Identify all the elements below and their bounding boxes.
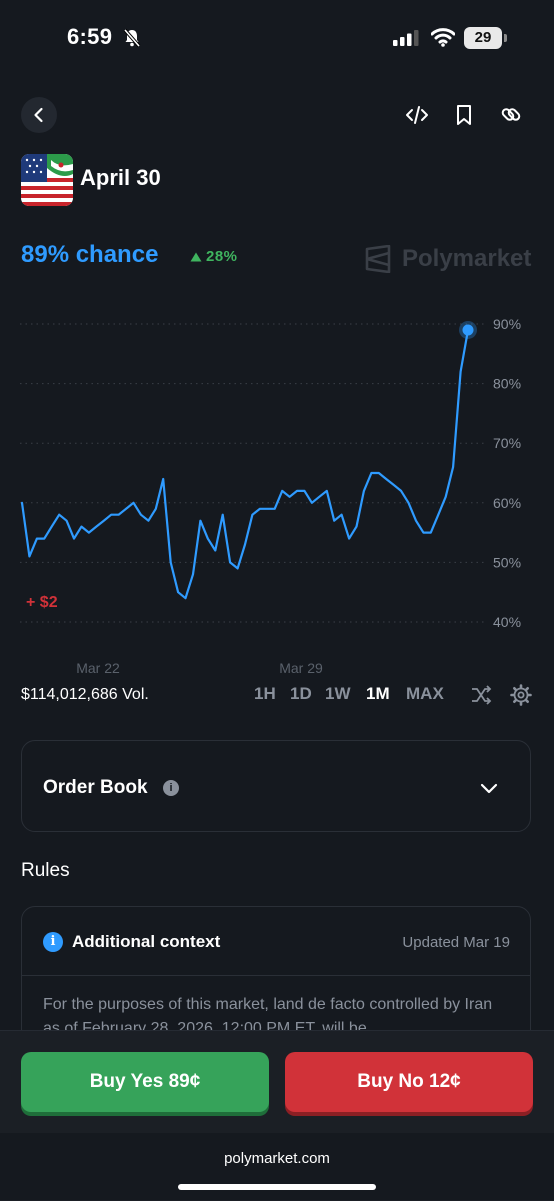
- bell-slash-icon: [123, 28, 141, 48]
- back-arrow-icon: [34, 107, 43, 123]
- x-tick-label: Mar 29: [279, 660, 323, 676]
- y-tick-label: 50%: [493, 554, 521, 570]
- rules-heading: Rules: [21, 860, 70, 881]
- embed-button[interactable]: [404, 102, 430, 128]
- order-book-label: Order Book: [43, 777, 148, 798]
- polymarket-watermark: Polymarket: [364, 245, 531, 273]
- polymarket-logo-icon: [365, 245, 391, 273]
- market-title: April 30: [80, 165, 161, 190]
- y-tick-label: 60%: [493, 495, 521, 511]
- y-tick-label: 40%: [493, 614, 521, 630]
- divider: [22, 975, 530, 976]
- bookmark-button[interactable]: [451, 102, 477, 128]
- endpoint-dot: [462, 324, 474, 336]
- link-icon: [501, 108, 521, 121]
- range-1m[interactable]: 1M: [366, 684, 390, 703]
- order-book-card[interactable]: Order Book i: [21, 740, 531, 832]
- y-tick-label: 80%: [493, 376, 521, 392]
- range-1h[interactable]: 1H: [254, 684, 276, 703]
- y-tick-label: 90%: [493, 316, 521, 332]
- chevron-down-icon[interactable]: [478, 777, 500, 799]
- info-icon: i: [43, 932, 63, 952]
- info-icon[interactable]: i: [163, 780, 179, 796]
- chance-change: 28%: [190, 248, 238, 265]
- wifi-icon: [431, 28, 455, 47]
- share-link-button[interactable]: [498, 102, 524, 128]
- context-title: Additional context: [72, 932, 221, 951]
- watermark-text: Polymarket: [402, 245, 532, 272]
- embed-code-icon: [406, 106, 428, 124]
- market-image: [21, 154, 73, 206]
- status-time: 6:59: [67, 24, 113, 49]
- triangle-up-icon: [190, 252, 202, 261]
- gear-icon[interactable]: [510, 684, 532, 706]
- buy-no-button[interactable]: Buy No 12¢: [285, 1052, 533, 1112]
- x-tick-label: Mar 22: [76, 660, 120, 676]
- home-indicator: [178, 1184, 376, 1190]
- cellular-signal-icon: [393, 30, 419, 46]
- context-updated: Updated Mar 19: [402, 934, 510, 951]
- volume-label: $114,012,686 Vol.: [21, 686, 149, 703]
- range-1d[interactable]: 1D: [290, 684, 312, 703]
- shuffle-icon[interactable]: [470, 684, 492, 706]
- pnl-label: + $2: [26, 594, 58, 611]
- y-tick-label: 70%: [493, 435, 521, 451]
- back-button[interactable]: [21, 97, 57, 133]
- chance-value: 89% chance: [21, 241, 159, 268]
- price-chart[interactable]: 90% 80% 70% 60% 50% 40% Mar 22 Mar 29 + $2: [0, 300, 554, 690]
- battery-level: 29: [464, 27, 502, 49]
- range-max[interactable]: MAX: [406, 684, 444, 703]
- change-value: 28%: [206, 248, 238, 265]
- range-1w[interactable]: 1W: [325, 684, 351, 703]
- bookmark-icon: [457, 105, 471, 125]
- buy-yes-button[interactable]: Buy Yes 89¢: [21, 1052, 269, 1112]
- series-line: [20, 328, 470, 600]
- url-text[interactable]: polymarket.com: [224, 1150, 330, 1167]
- battery-icon: 29: [464, 27, 508, 49]
